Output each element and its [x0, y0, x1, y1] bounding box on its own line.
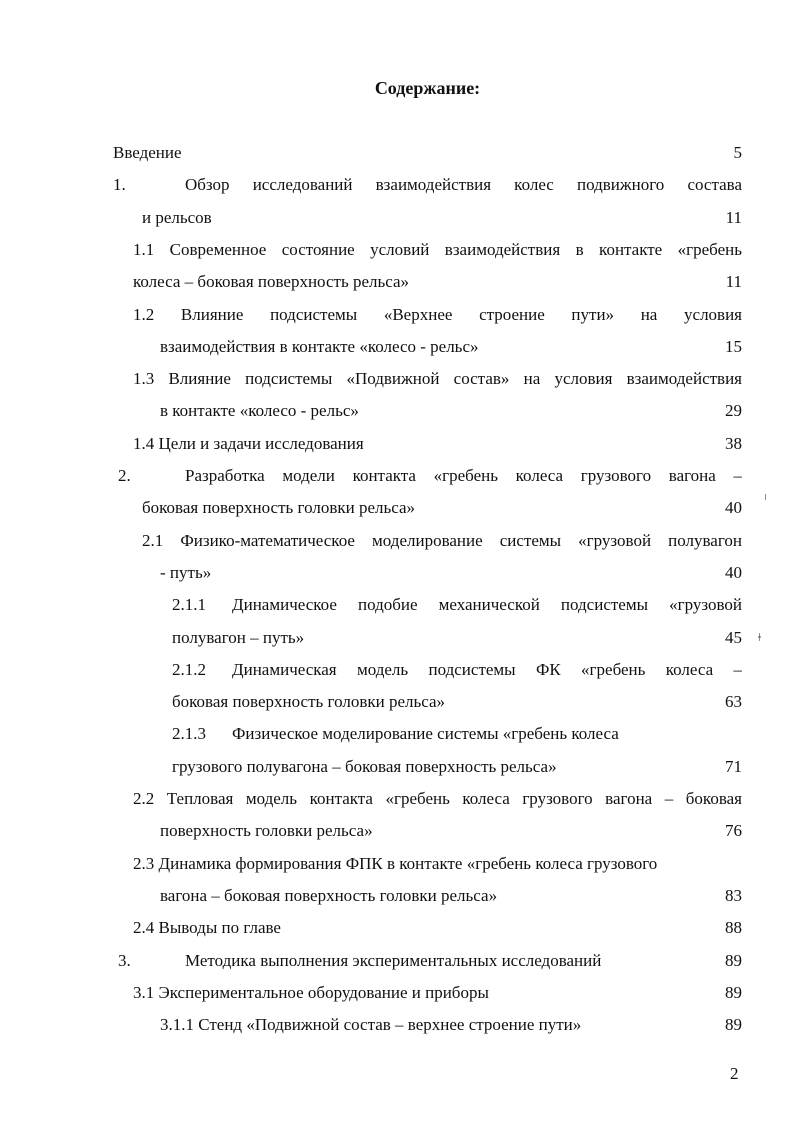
entry-page: 89	[725, 950, 742, 970]
entry-title: колеса – боковая поверхность рельса»	[133, 272, 410, 292]
entry-title: полувагон – путь»	[172, 627, 305, 647]
entry-page: 29	[725, 401, 742, 421]
entry-page: 5	[733, 143, 743, 162]
entry-number: 2.1.2	[172, 659, 206, 679]
entry-page: 89	[725, 982, 742, 1002]
entry-page: 38	[725, 433, 742, 453]
entry-title: 3.1 Экспериментальное оборудование и при…	[133, 982, 489, 1002]
entry-title: грузового полувагона – боковая поверхнос…	[172, 756, 557, 776]
entry-page: 88	[725, 918, 742, 938]
scan-artifact: ǂ	[758, 630, 761, 644]
entry-title: боковая поверхность головки рельса»	[172, 692, 446, 712]
entry-title: 2.1 Физико-математическое моделирование …	[142, 530, 742, 550]
entry-title: Динамическая модель подсистемы ФК «гребе…	[232, 659, 742, 679]
entry-title: Разработка модели контакта «гребень коле…	[185, 466, 742, 485]
entry-page: 11	[725, 207, 742, 227]
entry-title: - путь»	[160, 562, 212, 582]
entry-title: боковая поверхность головки рельса»	[142, 498, 416, 518]
entry-title: 1.3 Влияние подсистемы «Подвижной состав…	[133, 369, 742, 389]
entry-number: 2.1.3	[172, 724, 206, 744]
entry-title: Физическое моделирование системы «гребен…	[232, 724, 619, 744]
entry-title: поверхность головки рельса»	[160, 821, 373, 841]
entry-title: 2.4 Выводы по главе	[133, 918, 281, 938]
scan-mark	[765, 494, 766, 500]
entry-page: 15	[725, 336, 742, 356]
entry-title: 1.1 Современное состояние условий взаимо…	[133, 239, 742, 259]
entry-page: 76	[725, 821, 742, 841]
entry-title: вагона – боковая поверхность головки рел…	[160, 885, 498, 905]
entry-title: Методика выполнения экспериментальных ис…	[185, 950, 602, 970]
entry-page: 45	[725, 627, 742, 647]
entry-page: 63	[725, 692, 742, 712]
entry-title: 1.4 Цели и задачи исследования	[133, 433, 364, 453]
entry-page: 71	[725, 756, 742, 776]
entry-title: Динамическое подобие механической подсис…	[232, 595, 742, 615]
entry-number: 2.1.1	[172, 595, 206, 615]
entry-page: 40	[725, 562, 742, 582]
entry-title: Введение	[113, 143, 182, 162]
entry-title: и рельсов	[142, 207, 212, 227]
entry-title: 3.1.1 Стенд «Подвижной состав – верхнее …	[160, 1015, 582, 1035]
entry-title: 1.2 Влияние подсистемы «Верхнее строение…	[133, 304, 742, 324]
page-number: 2	[730, 1064, 739, 1083]
entry-number: 3.	[118, 950, 131, 970]
entry-title: взаимодействия в контакте «колесо - рель…	[160, 336, 479, 356]
entry-page: 83	[725, 885, 742, 905]
entry-title: 2.2 Тепловая модель контакта «гребень ко…	[133, 789, 742, 808]
entry-title: 2.3 Динамика формирования ФПК в контакте…	[133, 853, 658, 873]
entry-page: 11	[725, 272, 742, 292]
entry-number: 1.	[113, 175, 126, 195]
page-title: Содержание:	[374, 78, 481, 98]
entry-title: в контакте «колесо - рельс»	[160, 401, 359, 421]
entry-title: Обзор исследований взаимодействия колес …	[185, 175, 742, 195]
entry-page: 89	[725, 1015, 742, 1035]
entry-page: 40	[725, 498, 742, 518]
entry-number: 2.	[118, 466, 131, 485]
